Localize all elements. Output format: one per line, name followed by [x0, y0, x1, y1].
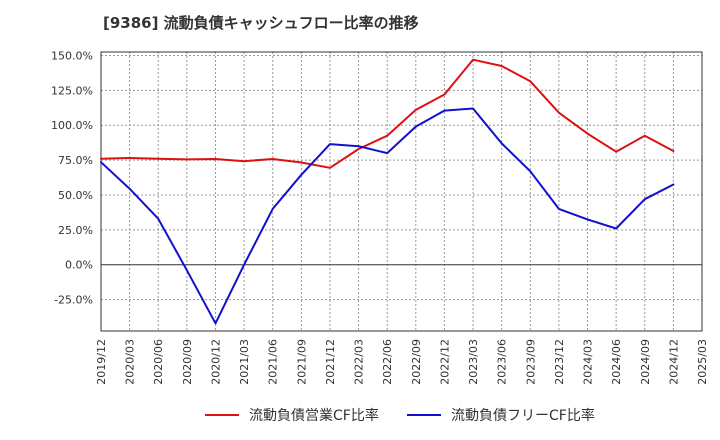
- y-tick-label: 75.0%: [58, 154, 93, 167]
- legend-item-free-cf: 流動負債フリーCF比率: [407, 405, 595, 425]
- x-tick-label: 2022/06: [381, 339, 394, 385]
- x-tick-label: 2024/03: [582, 339, 595, 385]
- x-tick-label: 2019/12: [95, 339, 108, 385]
- x-tick-label: 2021/12: [324, 339, 337, 385]
- legend: 流動負債営業CF比率 流動負債フリーCF比率: [0, 405, 720, 429]
- x-tick-label: 2024/09: [639, 339, 652, 385]
- y-tick-label: 25.0%: [58, 224, 93, 237]
- legend-item-operating-cf: 流動負債営業CF比率: [205, 405, 379, 425]
- plot-frame: [100, 51, 703, 332]
- x-tick-label: 2024/06: [610, 339, 623, 385]
- series-line-operating-cf: [100, 58, 675, 169]
- legend-swatch-free-cf: [407, 414, 441, 416]
- y-tick-label: 50.0%: [58, 189, 93, 202]
- x-tick-label: 2023/06: [496, 339, 509, 385]
- x-tick-label: 2020/06: [152, 339, 165, 385]
- legend-label-free-cf: 流動負債フリーCF比率: [451, 408, 595, 424]
- y-tick-label: 125.0%: [51, 84, 93, 97]
- x-tick-label: 2023/09: [524, 339, 537, 385]
- chart-title: [9386] 流動負債キャッシュフロー比率の推移: [103, 14, 419, 32]
- x-tick-label: 2022/03: [353, 339, 366, 385]
- y-tick-label: 100.0%: [51, 119, 93, 132]
- x-tick-label: 2022/09: [410, 339, 423, 385]
- x-tick-label: 2021/09: [295, 339, 308, 385]
- x-tick-label: 2023/12: [553, 339, 566, 385]
- x-tick-label: 2020/12: [209, 339, 222, 385]
- y-tick-label: 0.0%: [65, 259, 93, 272]
- legend-label-operating-cf: 流動負債営業CF比率: [249, 408, 379, 424]
- line-chart: 150.0% 125.0% 100.0% 75.0% 50.0% 25.0% 0.0% -25…: [51, 49, 709, 385]
- x-tick-label: 2022/12: [438, 339, 451, 385]
- y-tick-label: -25.0%: [54, 294, 93, 307]
- x-tick-label: 2021/06: [267, 339, 280, 385]
- x-tick-label: 2025/03: [696, 339, 709, 385]
- x-tick-label: 2020/03: [124, 339, 137, 385]
- series-line-free-cf: [100, 107, 675, 325]
- x-tick-label: 2020/09: [181, 339, 194, 385]
- x-tick-label: 2024/12: [667, 339, 680, 385]
- x-tick-label: 2023/03: [467, 339, 480, 385]
- legend-swatch-operating-cf: [205, 414, 239, 416]
- x-tick-label: 2021/03: [238, 339, 251, 385]
- y-tick-label: 150.0%: [51, 49, 93, 62]
- plot-area: [101, 52, 702, 331]
